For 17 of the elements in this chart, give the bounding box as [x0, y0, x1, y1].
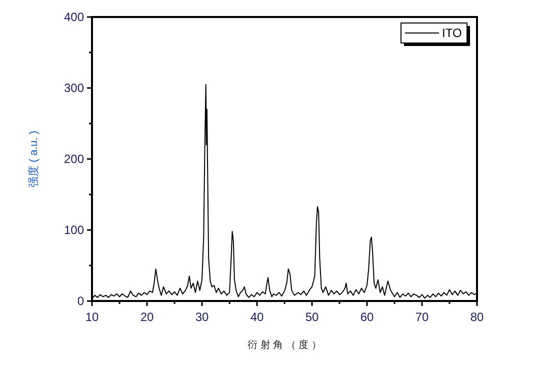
x-tick-label: 20	[140, 310, 154, 324]
legend-label: ITO	[442, 26, 462, 40]
y-tick-label: 100	[64, 223, 84, 237]
x-tick-label: 60	[360, 310, 374, 324]
y-tick-label: 0	[77, 294, 84, 308]
x-tick-label: 80	[470, 310, 484, 324]
y-axis-title: 强度 ( a.u. )	[27, 130, 40, 188]
x-axis-title: 衍 射 角 （ 度 ）	[248, 339, 322, 351]
x-tick-label: 10	[85, 310, 99, 324]
y-tick-label: 400	[64, 10, 84, 24]
x-tick-label: 70	[415, 310, 429, 324]
legend: ITO	[400, 22, 470, 46]
x-tick-label: 30	[195, 310, 209, 324]
x-tick-label: 50	[305, 310, 319, 324]
x-tick-label: 40	[250, 310, 264, 324]
y-tick-label: 300	[64, 81, 84, 95]
y-tick-label: 200	[64, 152, 84, 166]
